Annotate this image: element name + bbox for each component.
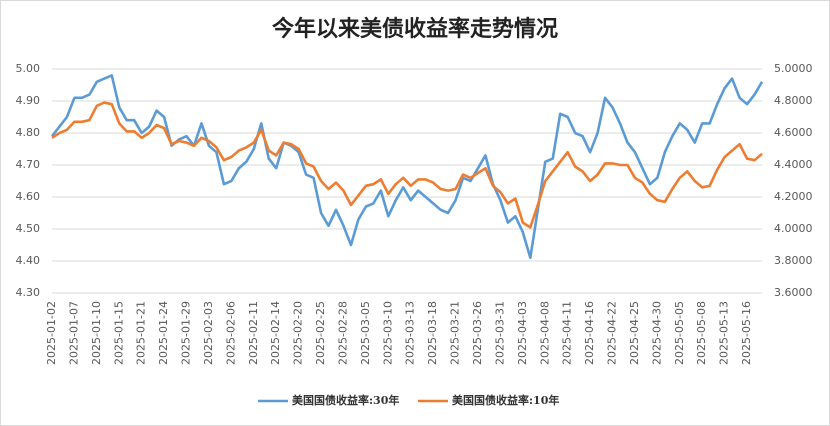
y2-tick-label: 4.4000: [774, 158, 813, 171]
x-tick-label: 2025-05-05: [673, 301, 686, 365]
series-line: [51, 101, 763, 229]
x-tick-label: 2025-02-03: [202, 301, 215, 365]
y-tick-label: 4.30: [16, 286, 41, 299]
x-tick-label: 2025-03-13: [404, 301, 417, 365]
x-tick-label: 2025-03-21: [449, 301, 462, 365]
y-tick-label: 4.80: [16, 126, 41, 139]
x-tick-label: 2025-01-21: [135, 301, 148, 365]
y2-tick-label: 4.0000: [774, 222, 813, 235]
x-tick-label: 2025-01-10: [90, 301, 103, 365]
x-tick-label: 2025-04-22: [606, 301, 619, 365]
chart-title: 今年以来美债收益率走势情况: [272, 16, 558, 42]
x-tick-label: 2025-01-07: [67, 301, 80, 365]
x-tick-label: 2025-04-11: [561, 301, 574, 365]
y2-tick-label: 5.0000: [774, 62, 813, 75]
y-tick-label: 4.60: [16, 190, 41, 203]
legend-label: 美国国债收益率:10年: [452, 393, 559, 407]
x-tick-label: 2025-03-10: [381, 301, 394, 365]
y2-tick-label: 4.2000: [774, 190, 813, 203]
x-tick-label: 2025-02-28: [336, 301, 349, 365]
x-tick-label: 2025-05-08: [695, 301, 708, 365]
x-tick-label: 2025-02-11: [247, 301, 260, 365]
y2-tick-label: 4.6000: [774, 126, 813, 139]
x-tick-label: 2025-01-15: [112, 301, 125, 365]
x-tick-label: 2025-03-26: [471, 301, 484, 365]
y2-tick-label: 3.6000: [774, 286, 813, 299]
x-tick-label: 2025-02-14: [269, 301, 282, 365]
x-tick-label: 2025-01-24: [157, 301, 170, 365]
x-tick-label: 2025-04-08: [538, 301, 551, 365]
x-tick-label: 2025-04-03: [516, 301, 529, 365]
y-tick-label: 4.50: [16, 222, 41, 235]
x-tick-label: 2025-01-02: [45, 301, 58, 365]
x-tick-label: 2025-03-18: [426, 301, 439, 365]
x-tick-label: 2025-05-16: [740, 301, 753, 365]
y-tick-label: 4.70: [16, 158, 41, 171]
x-tick-label: 2025-02-20: [292, 301, 305, 365]
y2-tick-label: 3.8000: [774, 254, 813, 267]
x-tick-label: 2025-02-06: [224, 301, 237, 365]
x-tick-label: 2025-03-05: [359, 301, 372, 365]
x-tick-label: 2025-01-29: [180, 301, 193, 365]
y2-tick-label: 4.8000: [774, 94, 813, 107]
legend-label: 美国国债收益率:30年: [292, 393, 399, 407]
y-tick-label: 5.00: [16, 62, 41, 75]
y-tick-label: 4.90: [16, 94, 41, 107]
x-tick-label: 2025-05-13: [718, 301, 731, 365]
x-tick-label: 2025-04-16: [583, 301, 596, 365]
x-tick-label: 2025-03-31: [493, 301, 506, 365]
x-tick-label: 2025-04-25: [628, 301, 641, 365]
x-tick-label: 2025-04-30: [650, 301, 663, 365]
x-tick-label: 2025-02-25: [314, 301, 327, 365]
y-tick-label: 4.40: [16, 254, 41, 267]
